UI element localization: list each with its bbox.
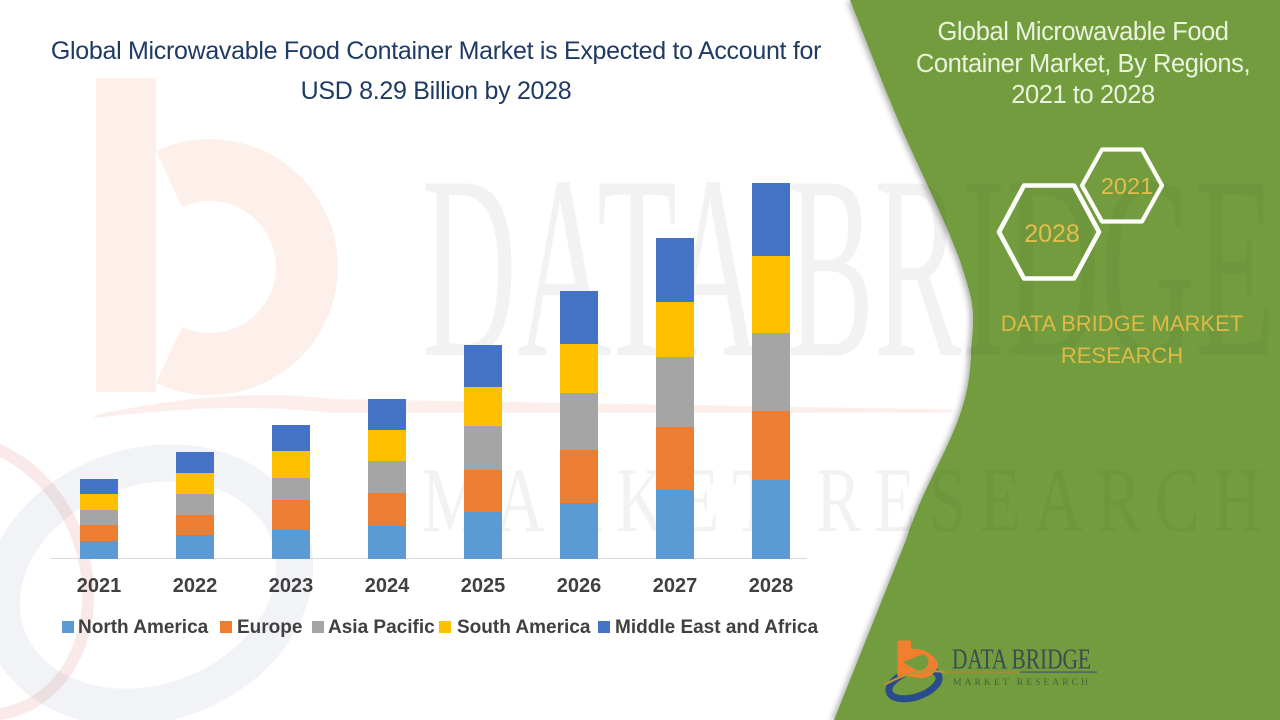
svg-text:2028: 2028 [1024, 220, 1080, 248]
svg-text:2021: 2021 [1101, 173, 1153, 199]
svg-text:MARKET RESEARCH: MARKET RESEARCH [953, 678, 1091, 688]
svg-text:DATA BRIDGE: DATA BRIDGE [952, 645, 1091, 676]
